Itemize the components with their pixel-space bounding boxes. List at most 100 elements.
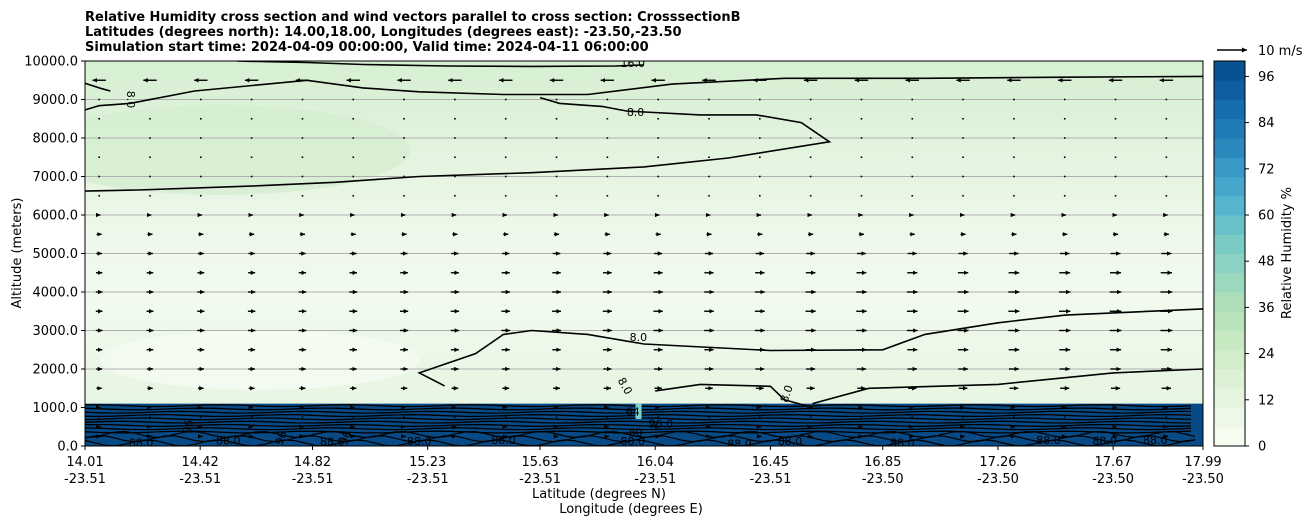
- wind-vector: [352, 194, 355, 197]
- wind-vector: [1013, 416, 1015, 418]
- contour-label: 96: [273, 429, 290, 447]
- contour-label: 64: [626, 406, 640, 419]
- wind-vector: [708, 194, 710, 197]
- y-tick-label: 4000.0: [33, 286, 79, 301]
- wind-vector: [606, 416, 609, 418]
- wind-vector: [962, 194, 964, 197]
- contour-line: [85, 427, 1192, 431]
- contour-line-8: [85, 82, 111, 92]
- colorbar-segment: [1214, 292, 1245, 312]
- wind-vector: [301, 137, 304, 139]
- x-tick-longitude: -23.51: [292, 472, 334, 487]
- wind-vector: [657, 175, 659, 178]
- colorbar-tick-label: 0: [1258, 440, 1266, 455]
- wind-vector: [149, 156, 151, 159]
- contour-label: 88.0: [216, 434, 241, 447]
- wind-vector: [759, 98, 761, 101]
- wind-vector: [98, 117, 100, 120]
- wind-vector: [911, 137, 914, 139]
- wind-vector: [200, 117, 202, 120]
- colorbar-segment: [1214, 272, 1245, 293]
- wind-vector: [759, 156, 761, 159]
- contour-line-8: [417, 308, 1203, 387]
- wind-vector: [657, 416, 659, 418]
- contour-label: 8.0: [630, 331, 648, 344]
- y-tick-label: 2000.0: [33, 363, 79, 378]
- surface-moist-layer: [85, 403, 1203, 446]
- chart-title-line-1: Relative Humidity cross section and wind…: [85, 10, 741, 25]
- wind-vector: [809, 175, 812, 178]
- wind-vector: [708, 175, 710, 178]
- colorbar-tick-label: 36: [1258, 301, 1275, 316]
- contour-label: 88.0: [621, 435, 646, 448]
- wind-vector: [1063, 117, 1066, 120]
- wind-vector: [555, 175, 558, 178]
- contour-label: 88.0: [1036, 434, 1061, 447]
- contour-line: [85, 430, 1196, 439]
- colorbar-tick-label: 24: [1258, 347, 1275, 362]
- wind-vector: [962, 175, 964, 178]
- x-tick-longitude: -23.50: [1092, 472, 1134, 487]
- wind-vector: [403, 156, 405, 159]
- wind-vector: [1114, 117, 1117, 120]
- colorbar-tick-label: 72: [1258, 162, 1275, 177]
- wind-vector: [962, 137, 964, 139]
- wind-vector: [454, 416, 456, 418]
- x-tick-longitude: -23.51: [407, 472, 449, 487]
- wind-vector: [657, 117, 659, 120]
- wind-vector: [1013, 194, 1015, 197]
- rh-dry-patch: [100, 330, 420, 390]
- x-tick-latitude: 16.45: [752, 455, 789, 470]
- wind-vector: [250, 117, 253, 120]
- wind-vector: [860, 98, 863, 101]
- wind-vector: [555, 98, 558, 101]
- contour-label: 88.0: [890, 436, 915, 449]
- wind-vector: [403, 194, 405, 197]
- colorbar-segment: [1214, 138, 1245, 158]
- wind-vector: [1063, 416, 1066, 418]
- wind-vector: [1165, 117, 1168, 120]
- quiver-key-label: 10 m/s: [1258, 44, 1303, 59]
- wind-vector: [504, 117, 507, 120]
- wind-vector: [1165, 175, 1168, 178]
- x-tick-longitude: -23.50: [1182, 472, 1224, 487]
- wind-vector: [149, 117, 151, 120]
- wind-vector: [250, 416, 253, 418]
- wind-vector: [1063, 137, 1066, 139]
- x-tick-longitude: -23.51: [749, 472, 791, 487]
- wind-vector: [200, 137, 202, 139]
- wind-vector: [809, 137, 812, 139]
- wind-vector: [606, 156, 609, 159]
- wind-vector: [555, 194, 558, 197]
- wind-vector: [98, 98, 100, 101]
- contour-label: 88.0: [320, 436, 345, 449]
- wind-vector: [352, 98, 355, 101]
- colorbar-segment: [1214, 407, 1245, 428]
- wind-vector: [504, 156, 507, 159]
- contour-label: 96: [181, 419, 196, 435]
- x-tick-longitude: -23.50: [977, 472, 1019, 487]
- x-tick-latitude: 14.01: [66, 455, 103, 470]
- wind-vector: [962, 98, 964, 101]
- wind-vector: [250, 175, 253, 178]
- y-axis-label: Altitude (meters): [10, 198, 25, 309]
- x-tick-latitude: 16.04: [637, 455, 674, 470]
- wind-vector: [860, 175, 863, 178]
- wind-vector: [98, 416, 100, 418]
- wind-vector: [149, 175, 151, 178]
- wind-vector: [1165, 137, 1168, 139]
- wind-vector: [200, 416, 202, 418]
- wind-vector: [1063, 98, 1066, 101]
- wind-vector: [860, 117, 863, 120]
- wind-vector: [250, 194, 253, 197]
- wind-vector: [403, 175, 405, 178]
- colorbar-segment: [1214, 99, 1245, 120]
- wind-vector: [708, 416, 710, 418]
- wind-vector: [250, 156, 253, 159]
- wind-vector: [352, 175, 355, 178]
- wind-vector: [555, 156, 558, 159]
- wind-vector: [657, 194, 659, 197]
- x-tick-latitude: 14.82: [294, 455, 331, 470]
- wind-vector: [301, 117, 304, 120]
- colorbar-segment: [1214, 157, 1245, 177]
